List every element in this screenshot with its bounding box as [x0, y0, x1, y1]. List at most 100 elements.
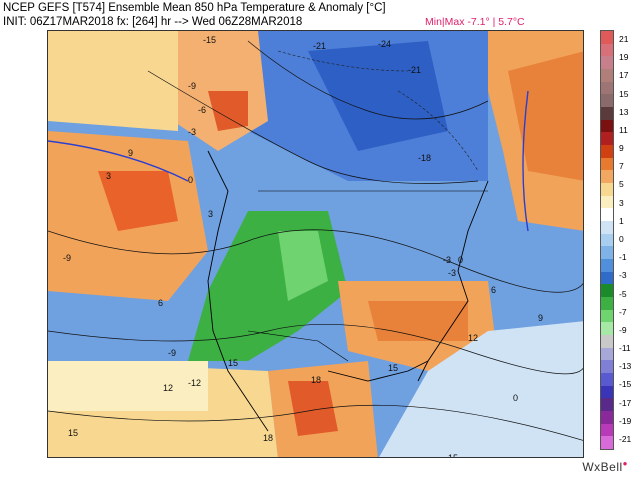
colorbar-swatch	[601, 246, 613, 260]
cold-anomaly-core	[278, 231, 328, 301]
isotherm-contours	[48, 40, 583, 441]
colorbar-tick-label: -7	[619, 306, 627, 317]
colorbar-tick-label: 3	[619, 197, 624, 208]
colorbar-tick-label: 0	[619, 234, 624, 244]
colorbar-swatch	[601, 132, 613, 146]
colorbar-swatch	[601, 183, 613, 197]
contour-label: -12	[188, 378, 201, 388]
brand-name: WxBell	[582, 460, 623, 474]
contour-label: 15	[68, 428, 78, 438]
warm-core-pacific	[98, 171, 178, 231]
colorbar-tick-label: 17	[619, 70, 629, 81]
colorbar-swatch	[601, 81, 613, 95]
contour-label: 0	[188, 175, 193, 185]
colorbar-swatch	[601, 195, 613, 209]
colorbar-swatch	[601, 385, 613, 399]
colorbar-swatch	[601, 309, 613, 323]
colorbar-swatch	[601, 157, 613, 171]
minmax-readout: Min|Max -7.1° | 5.7°C	[425, 16, 525, 28]
colorbar-swatch	[601, 31, 613, 45]
temperature-anomaly-map: -15 -21 -24 -21 -18 -9 -6 -3 3 0 -3 -9 9…	[47, 30, 584, 458]
warm-core-atlantic	[508, 51, 583, 181]
colorbar-tick-label: -11	[619, 343, 631, 354]
colorbar-swatch	[601, 398, 613, 412]
colorbar-swatch	[601, 221, 613, 235]
contour-label: -3	[188, 127, 196, 137]
colorbar-swatch	[601, 423, 613, 437]
contour-label: 18	[311, 375, 321, 385]
contour-label: -9	[63, 253, 71, 263]
contour-label: -3	[448, 268, 456, 278]
colorbar-tick-label: 11	[619, 124, 628, 135]
colorbar-swatch	[601, 271, 613, 285]
contour-label: 3	[208, 209, 213, 219]
contour-label: -9	[188, 81, 196, 91]
colorbar-tick-label: 13	[619, 106, 629, 117]
colorbar-tick-label: 9	[619, 143, 624, 154]
colorbar-tick-label: -3	[619, 270, 627, 281]
contour-label: 6	[158, 298, 163, 308]
zero-isotherm	[48, 90, 529, 232]
map-canvas: -15 -21 -24 -21 -18 -9 -6 -3 3 0 -3 -9 9…	[48, 31, 583, 458]
colorbar-swatch	[601, 56, 613, 70]
colorbar-swatch	[601, 69, 613, 83]
coastline-gulf	[327, 360, 429, 382]
colorbar-swatch	[601, 107, 613, 121]
contour-label: 18	[263, 433, 273, 443]
contour-label: 12	[163, 383, 173, 393]
colorbar-tick-label: -1	[619, 252, 627, 263]
colorbar-tick-label: -9	[619, 324, 627, 335]
contour-label: 6	[491, 285, 496, 295]
contour-label: -9	[168, 348, 176, 358]
colorbar-tick-label: -15	[619, 379, 632, 390]
contour-label: 9	[128, 148, 133, 158]
border-us-mexico	[247, 330, 349, 362]
contour-labels: -15 -21 -24 -21 -18 -9 -6 -3 3 0 -3 -9 9…	[63, 35, 543, 458]
contour-label: -21	[408, 65, 421, 75]
colorbar-swatch	[601, 297, 613, 311]
contour-label: 12	[468, 333, 478, 343]
chart-title: NCEP GEFS [T574] Ensemble Mean 850 hPa T…	[3, 2, 386, 14]
colorbar-tick-label: -19	[619, 415, 632, 426]
brand-logo: WxBell●	[582, 459, 628, 474]
colorbar-swatch	[601, 170, 613, 184]
contour-label: 15	[228, 358, 238, 368]
colorbar-tick-label: 21	[619, 34, 629, 45]
contour-label: 15	[448, 453, 458, 458]
contour-label: -3	[443, 255, 451, 265]
colorbar-tick-label: 19	[619, 52, 629, 63]
colorbar-tick-label: 1	[619, 215, 624, 226]
contour-label: 3	[106, 171, 111, 181]
colorbar-swatch	[601, 436, 613, 450]
contour-label: 0	[513, 393, 518, 403]
neutral-region-caribbean	[379, 321, 583, 457]
colorbar-swatch	[601, 145, 613, 159]
warm-core-southeast	[368, 301, 468, 341]
colorbar-swatch	[601, 411, 613, 425]
contour-label: 15	[388, 363, 398, 373]
colorbar-swatch	[601, 347, 613, 361]
colorbar-tick-label: -5	[619, 288, 627, 299]
colorbar-swatch	[601, 284, 613, 298]
contour-label: -6	[198, 105, 206, 115]
colorbar	[600, 30, 614, 450]
contour-label: -21	[313, 41, 326, 51]
colorbar-swatch	[601, 360, 613, 374]
colorbar-swatch	[601, 43, 613, 57]
mild-region-northwest	[48, 31, 178, 131]
coastline-west	[207, 150, 269, 432]
warm-core-mexico	[288, 381, 338, 436]
colorbar-tick-label: 15	[619, 88, 629, 99]
contour-label: -18	[418, 153, 431, 163]
contour-label: -15	[203, 35, 216, 45]
colorbar-swatch	[601, 373, 613, 387]
warm-core-alaska	[208, 91, 248, 131]
colorbar-swatch	[601, 259, 613, 273]
init-timestamp: INIT: 06Z17MAR2018 fx: [264] hr --> Wed …	[3, 16, 303, 28]
colorbar-tick-label: -21	[619, 433, 632, 444]
colorbar-tick-label: 5	[619, 179, 624, 190]
colorbar-tick-label: 7	[619, 161, 624, 172]
contour-label: -24	[378, 39, 391, 49]
neutral-band-southwest	[48, 361, 208, 411]
colorbar-swatch	[601, 322, 613, 336]
